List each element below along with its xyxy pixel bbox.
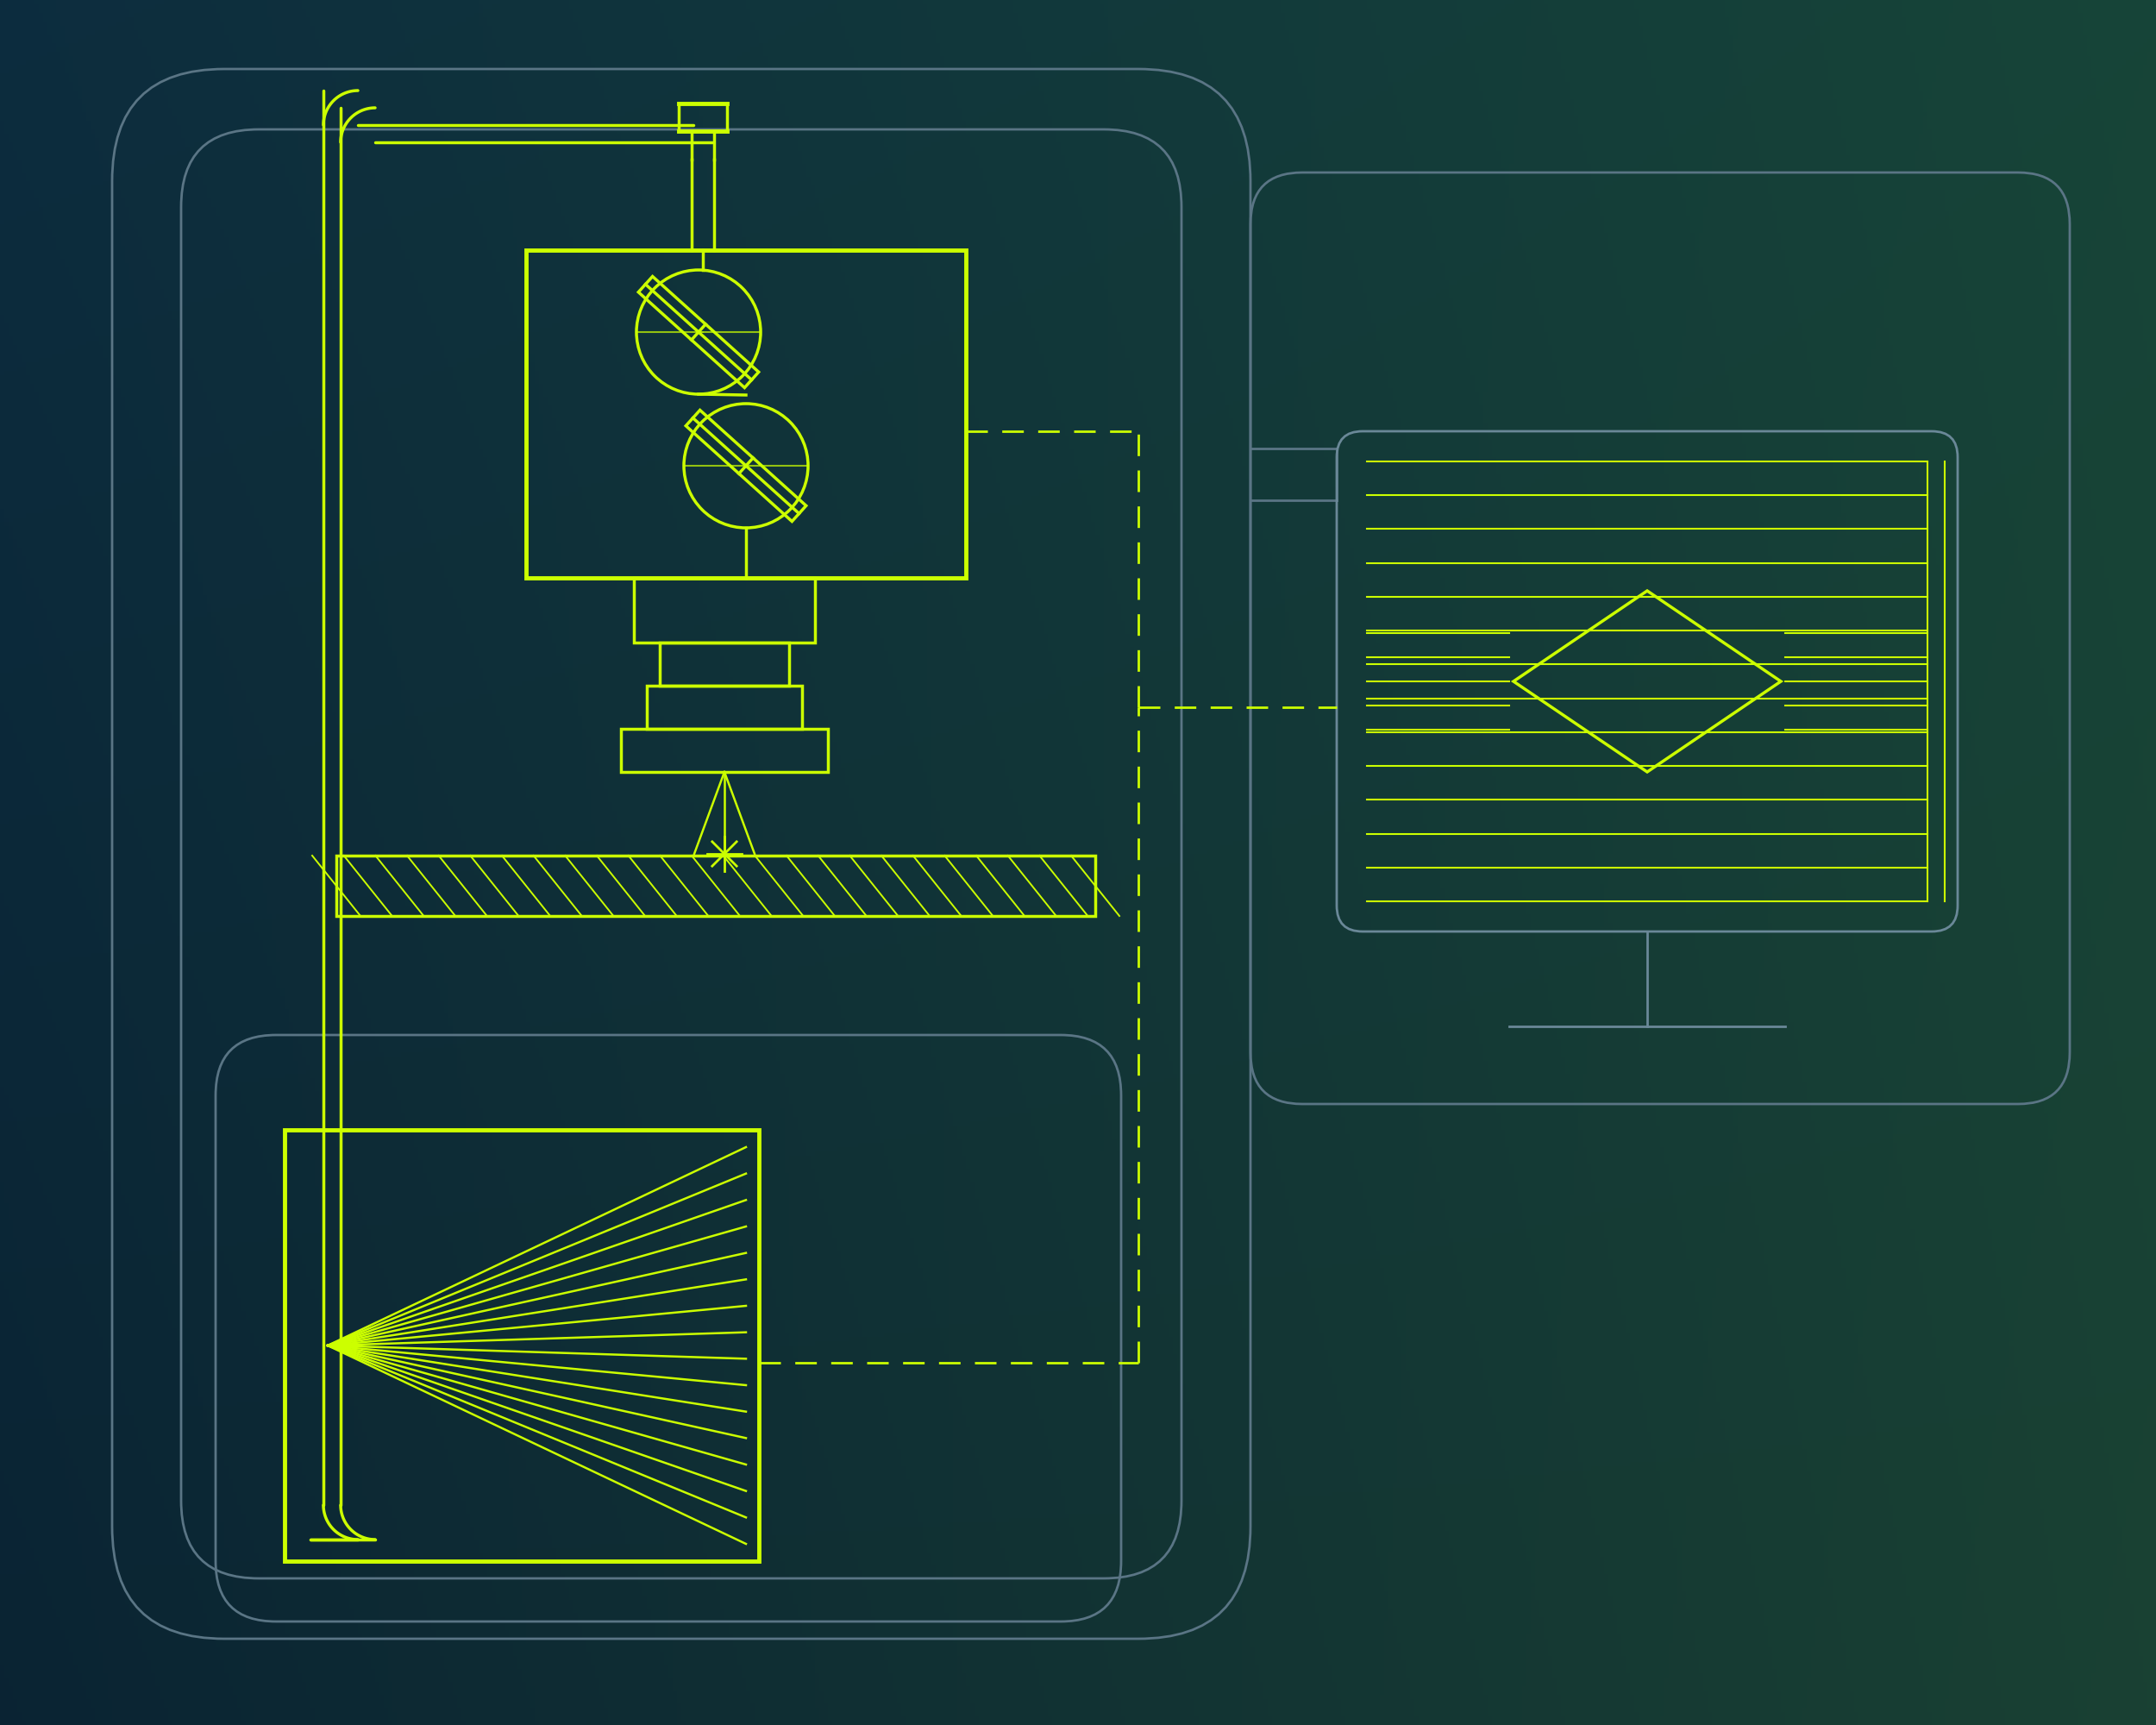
- Bar: [526, 250, 966, 578]
- Bar: [621, 728, 828, 773]
- Bar: [336, 856, 1095, 916]
- Bar: [647, 685, 802, 728]
- Bar: [660, 642, 789, 685]
- Bar: [634, 578, 815, 642]
- Bar: [285, 1130, 759, 1561]
